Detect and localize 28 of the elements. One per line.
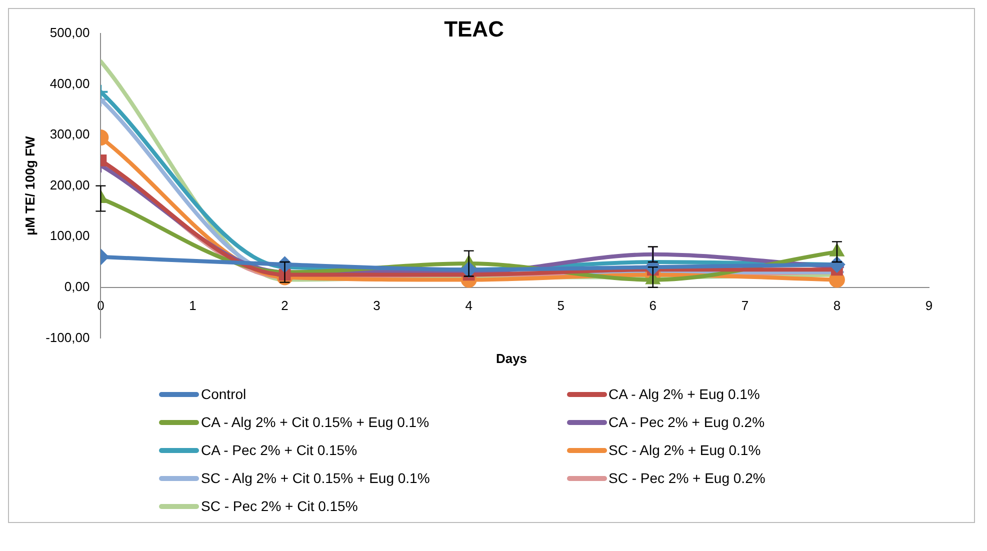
legend-label: SC - Alg 2% + Eug 0.1% [608,442,761,458]
y-axis-title: µM TE/ 100g FW [22,135,38,236]
legend-label: SC - Alg 2% + Cit 0.15% + Eug 0.1% [201,470,430,486]
legend-label: CA - Pec 2% + Eug 0.2% [608,414,765,430]
y-tick-label: 400,00 [50,76,90,91]
x-tick-label: 1 [189,298,196,313]
y-tick-label: 200,00 [50,177,90,192]
legend-label: SC - Pec 2% + Cit 0.15% [201,498,358,514]
y-tick-label: 0,00 [64,278,90,294]
legend-label: CA - Pec 2% + Cit 0.15% [201,442,358,458]
x-tick-label: 9 [925,298,933,313]
y-tick-label: 100,00 [50,228,90,244]
chart-title: TEAC [444,16,504,42]
x-tick-label: 7 [741,298,749,313]
x-tick-label: 8 [833,298,841,313]
x-tick-label: 2 [281,298,288,313]
legend-label: Control [201,386,246,402]
x-tick-label: 3 [373,298,380,313]
y-tick-label: 300,00 [50,126,90,142]
legend-label: SC - Pec 2% + Eug 0.2% [608,470,766,486]
legend-label: CA - Alg 2% + Cit 0.15% + Eug 0.1% [201,414,430,430]
y-tick-label: 500,00 [50,24,90,40]
legend-label: CA - Alg 2% + Eug 0.1% [608,386,760,402]
x-tick-label: 4 [465,298,472,313]
y-tick-label: -100,00 [46,330,90,345]
x-tick-label: 6 [649,298,657,313]
x-axis-title: Days [494,350,528,368]
x-tick-label: 5 [557,298,564,313]
